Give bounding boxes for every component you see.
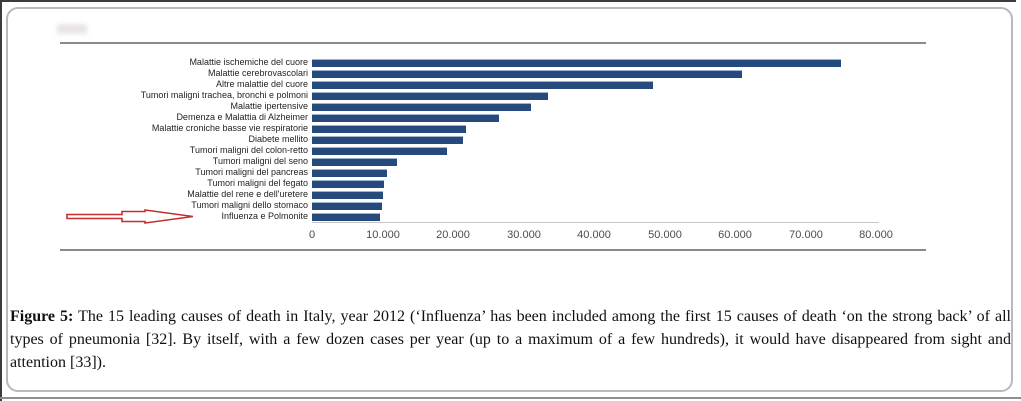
category-label: Diabete mellito [248,134,308,144]
x-tick-label: 60.000 [718,229,752,241]
category-label: Malattie cerebrovascolari [207,68,308,78]
category-label: Influenza e Polmonite [221,211,308,221]
chart-row: Malattie cerebrovascolari [60,68,960,79]
bar [312,190,383,199]
bar [312,124,466,133]
category-label: Malattie ipertensive [230,101,308,111]
category-label: Tumori maligni del colon-retto [189,145,308,155]
x-tick-label: 0 [308,229,316,241]
bar [312,179,384,188]
x-axis-ticks: 0 10.000 20.000 30.000 40.000 50.000 60.000 70.… [308,229,912,245]
category-label: Tumori maligni del pancreas [195,167,308,177]
chart-row: Tumori maligni del fegato [60,178,960,189]
caption-label: Figure 5: [10,308,74,325]
x-tick-label: 40.000 [577,229,611,241]
category-label: Tumori maligni del fegato [207,178,308,188]
bar [312,91,548,100]
category-label: Malattie croniche basse vie respiratorie [151,123,308,133]
bar [312,113,499,122]
chart-row: Malattie croniche basse vie respiratorie [60,123,960,134]
chart-row: Malattie ipertensive [60,101,960,112]
figure-border-box [6,7,1013,392]
page-top-border [0,0,1016,2]
chart-row: Demenza e Malattia di Alzheimer [60,112,960,123]
page-bottom-border [0,397,1021,399]
chart-row: Diabete mellito [60,134,960,145]
chart-row: Malattie ischemiche del cuore [60,57,960,68]
figure-top-rule [60,42,926,44]
category-label: Tumori maligni del seno [212,156,308,166]
category-label: Tumori maligni dello stomaco [191,200,308,210]
faded-watermark [57,24,87,34]
chart-row: Malattie del rene e dell'uretere [60,189,960,200]
chart-row: Tumori maligni del pancreas [60,167,960,178]
x-axis-baseline [312,222,879,223]
chart-row: Tumori maligni del colon-retto [60,145,960,156]
chart-row: Influenza e Polmonite [60,211,960,222]
x-tick-label: 30.000 [507,229,541,241]
chart-row: Tumori maligni del seno [60,156,960,167]
caption-text: The 15 leading causes of death in Italy,… [10,308,1011,371]
category-label: Malattie del rene e dell'uretere [187,189,308,199]
bar-chart: Malattie ischemiche del cuore Malattie ce… [60,57,960,222]
bar [312,80,653,89]
figure-bottom-rule [60,249,926,251]
chart-row: Tumori maligni trachea, bronchi e polmon… [60,90,960,101]
category-label: Altre malattie del cuore [215,79,308,89]
chart-row: Altre malattie del cuore [60,79,960,90]
bar [312,58,841,67]
figure-caption: Figure 5: The 15 leading causes of death… [10,305,1011,374]
x-tick-label: 20.000 [436,229,470,241]
x-tick-label: 50.000 [648,229,682,241]
bar [312,69,742,78]
bar [312,201,382,210]
bar [312,102,531,111]
x-tick-label: 70.000 [789,229,823,241]
bar [312,135,463,144]
bar [312,146,447,155]
x-tick-label: 10.000 [366,229,400,241]
category-label: Malattie ischemiche del cuore [189,57,308,67]
page-left-border [0,0,2,401]
x-tick-label: 80.000 [859,229,893,241]
chart-row: Tumori maligni dello stomaco [60,200,960,211]
highlight-arrow-icon [66,209,194,224]
bar [312,168,387,177]
bar [312,212,380,221]
bar [312,157,397,166]
category-label: Demenza e Malattia di Alzheimer [176,112,308,122]
category-label: Tumori maligni trachea, bronchi e polmon… [140,90,308,100]
